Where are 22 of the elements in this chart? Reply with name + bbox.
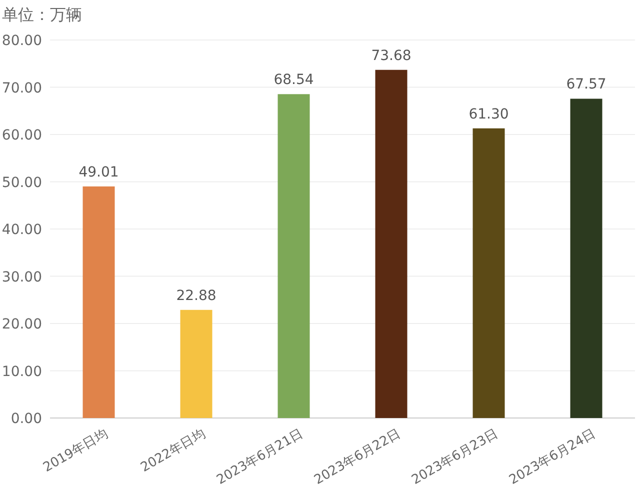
y-tick-label: 70.00 <box>2 80 42 96</box>
bar <box>82 186 115 418</box>
data-label: 61.30 <box>468 106 509 122</box>
bar <box>375 70 408 418</box>
y-tick-label: 50.00 <box>2 174 42 191</box>
y-tick-label: 40.00 <box>2 222 42 238</box>
y-tick-label: 60.00 <box>2 128 42 144</box>
y-axis-title: 单位：万辆 <box>2 5 82 24</box>
bar <box>472 128 505 418</box>
y-tick-label: 20.00 <box>2 316 42 332</box>
bar <box>180 310 212 418</box>
data-label: 68.54 <box>274 72 314 88</box>
data-label: 22.88 <box>176 288 216 304</box>
y-tick-label: 0.00 <box>10 411 42 427</box>
data-label: 73.68 <box>371 48 412 64</box>
y-tick-label: 10.00 <box>2 364 42 380</box>
data-label: 67.57 <box>566 76 606 93</box>
bar <box>278 94 310 418</box>
y-tick-label: 30.00 <box>2 269 42 286</box>
data-label: 49.01 <box>78 164 119 180</box>
y-tick-label: 80.00 <box>2 33 42 49</box>
bar <box>570 98 602 418</box>
